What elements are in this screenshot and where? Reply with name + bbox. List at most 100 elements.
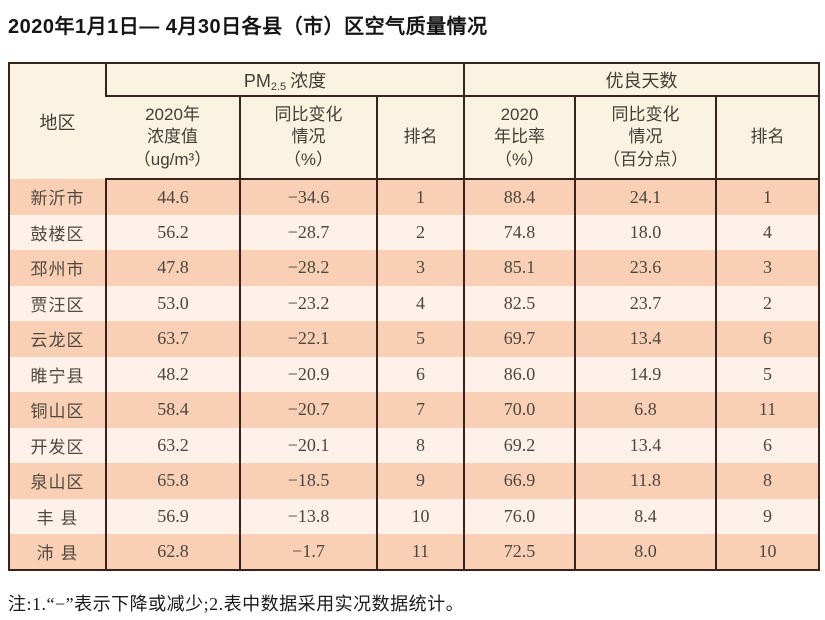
column-header-good-rank: 排名 xyxy=(715,96,820,180)
pm-change-cell: −13.8 xyxy=(239,498,377,534)
good-change-cell: 6.8 xyxy=(574,392,717,428)
pm-rank-cell: 6 xyxy=(375,356,465,392)
good-rank-cell: 2 xyxy=(715,285,820,321)
pm-rank-cell: 2 xyxy=(375,214,465,250)
pm-rank-cell: 5 xyxy=(375,321,465,357)
region-cell: 睢宁县 xyxy=(9,356,106,392)
good-rank-cell: 6 xyxy=(715,321,820,357)
pm-rank-cell: 10 xyxy=(375,498,465,534)
good-rank-cell: 5 xyxy=(715,356,820,392)
good-rank-cell: 3 xyxy=(715,250,820,286)
good-rate-cell: 66.9 xyxy=(463,463,576,499)
pm-change-cell: −18.5 xyxy=(239,463,377,499)
table-row: 铜山区 58.4 −20.7 7 70.0 6.8 11 xyxy=(9,392,820,428)
good-change-cell: 11.8 xyxy=(574,463,717,499)
pm-rank-cell: 4 xyxy=(375,285,465,321)
footnote: 注:1.“−”表示下降或减少;2.表中数据采用实况数据统计。 xyxy=(8,594,465,614)
region-cell: 铜山区 xyxy=(9,392,106,428)
pm-value-cell: 56.9 xyxy=(105,498,240,534)
pm-change-cell: −34.6 xyxy=(239,179,377,215)
air-quality-table: 地区 PM2.5 浓度 优良天数 2020年 浓度值 （ug/m³） 同比变化 情… xyxy=(8,62,821,571)
page-title: 2020年1月1日— 4月30日各县（市）区空气质量情况 xyxy=(8,16,488,38)
good-rank-cell: 6 xyxy=(715,427,820,463)
good-rate-cell: 85.1 xyxy=(463,250,576,286)
pm25-label-subscript: 2.5 xyxy=(270,80,287,93)
pm-change-cell: −22.1 xyxy=(239,321,377,357)
pm-value-cell: 65.8 xyxy=(105,463,240,499)
region-cell: 泉山区 xyxy=(9,463,106,499)
sub-header-row: 2020年 浓度值 （ug/m³） 同比变化 情况 （%） 排名 2020 年比… xyxy=(9,96,820,180)
good-rate-cell: 74.8 xyxy=(463,214,576,250)
column-group-pm25: PM2.5 浓度 xyxy=(104,63,465,97)
table-body: 新沂市 44.6 −34.6 1 88.4 24.1 1 鼓楼区 56.2 −2… xyxy=(9,179,820,570)
good-change-cell: 18.0 xyxy=(574,214,717,250)
good-rank-cell: 1 xyxy=(715,179,820,215)
pm-change-cell: −28.2 xyxy=(239,250,377,286)
good-change-cell: 13.4 xyxy=(574,427,717,463)
good-rate-cell: 82.5 xyxy=(463,285,576,321)
table-row: 睢宁县 48.2 −20.9 6 86.0 14.9 5 xyxy=(9,356,820,392)
good-rate-cell: 70.0 xyxy=(463,392,576,428)
column-header-good-rate: 2020 年比率 （%） xyxy=(463,96,576,180)
good-rate-cell: 88.4 xyxy=(463,179,576,215)
good-change-cell: 24.1 xyxy=(574,179,717,215)
good-rank-cell: 9 xyxy=(715,498,820,534)
table-header: 地区 PM2.5 浓度 优良天数 2020年 浓度值 （ug/m³） 同比变化 情… xyxy=(9,63,820,180)
good-rank-cell: 10 xyxy=(715,534,820,570)
good-rate-cell: 76.0 xyxy=(463,498,576,534)
pm-value-cell: 53.0 xyxy=(105,285,240,321)
pm-value-cell: 47.8 xyxy=(105,250,240,286)
column-header-region: 地区 xyxy=(9,63,106,179)
pm-rank-cell: 7 xyxy=(375,392,465,428)
column-header-pm-value: 2020年 浓度值 （ug/m³） xyxy=(106,96,240,180)
table-row: 丰 县 56.9 −13.8 10 76.0 8.4 9 xyxy=(9,498,820,534)
pm-change-cell: −20.9 xyxy=(239,356,377,392)
good-change-cell: 23.7 xyxy=(574,285,717,321)
column-header-good-change: 同比变化 情况 （百分点） xyxy=(574,96,717,180)
region-cell: 云龙区 xyxy=(9,321,106,357)
region-cell: 鼓楼区 xyxy=(9,214,106,250)
column-header-pm-rank: 排名 xyxy=(375,96,465,180)
region-cell: 开发区 xyxy=(9,427,106,463)
pm-change-cell: −20.7 xyxy=(239,392,377,428)
pm25-label-suffix: 浓度 xyxy=(290,70,327,91)
good-change-cell: 8.4 xyxy=(574,498,717,534)
pm-rank-cell: 9 xyxy=(375,463,465,499)
pm-change-cell: −23.2 xyxy=(239,285,377,321)
pm-change-cell: −28.7 xyxy=(239,214,377,250)
table-row: 邳州市 47.8 −28.2 3 85.1 23.6 3 xyxy=(9,250,820,286)
pm-rank-cell: 11 xyxy=(375,534,465,570)
good-change-cell: 23.6 xyxy=(574,250,717,286)
region-cell: 新沂市 xyxy=(9,179,106,215)
pm-value-cell: 44.6 xyxy=(105,179,240,215)
table-row: 贾汪区 53.0 −23.2 4 82.5 23.7 2 xyxy=(9,285,820,321)
pm-change-cell: −20.1 xyxy=(239,427,377,463)
pm-change-cell: −1.7 xyxy=(239,534,377,570)
region-cell: 丰 县 xyxy=(9,498,106,534)
region-cell: 邳州市 xyxy=(9,250,106,286)
pm-value-cell: 48.2 xyxy=(105,356,240,392)
good-rate-cell: 69.7 xyxy=(463,321,576,357)
good-rank-cell: 4 xyxy=(715,214,820,250)
table-row: 云龙区 63.7 −22.1 5 69.7 13.4 6 xyxy=(9,321,820,357)
pm-rank-cell: 1 xyxy=(375,179,465,215)
table-row: 泉山区 65.8 −18.5 9 66.9 11.8 8 xyxy=(9,463,820,499)
good-change-cell: 14.9 xyxy=(574,356,717,392)
good-rate-cell: 72.5 xyxy=(463,534,576,570)
pm-value-cell: 63.7 xyxy=(105,321,240,357)
column-group-good-days: 优良天数 xyxy=(463,63,820,97)
pm-rank-cell: 8 xyxy=(375,427,465,463)
good-change-cell: 8.0 xyxy=(574,534,717,570)
pm-value-cell: 56.2 xyxy=(105,214,240,250)
table-row: 新沂市 44.6 −34.6 1 88.4 24.1 1 xyxy=(9,179,820,215)
good-rate-cell: 69.2 xyxy=(463,427,576,463)
pm25-label-prefix: PM xyxy=(243,70,271,91)
good-change-cell: 13.4 xyxy=(574,321,717,357)
good-rank-cell: 11 xyxy=(715,392,820,428)
good-rank-cell: 8 xyxy=(715,463,820,499)
table-row: 沛 县 62.8 −1.7 11 72.5 8.0 10 xyxy=(9,534,820,570)
pm-value-cell: 58.4 xyxy=(105,392,240,428)
column-header-pm-change: 同比变化 情况 （%） xyxy=(239,96,377,180)
region-cell: 贾汪区 xyxy=(9,285,106,321)
